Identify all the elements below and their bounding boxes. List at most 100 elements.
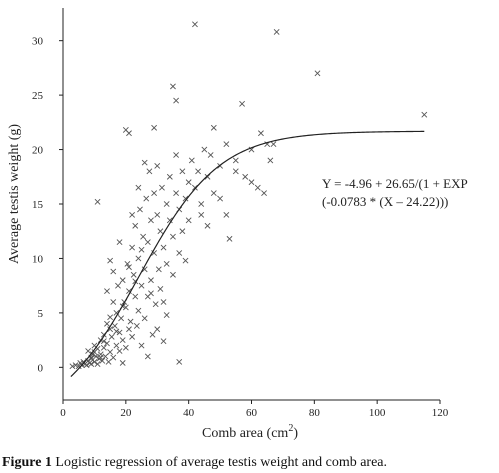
data-point-stroke: [248, 179, 255, 186]
data-point-stroke: [149, 331, 156, 338]
data-point: [261, 190, 267, 197]
data-point: [170, 83, 176, 90]
data-point-stroke: [173, 97, 180, 104]
data-point: [154, 162, 161, 169]
data-point: [146, 168, 153, 175]
data-point: [104, 288, 110, 295]
data-point: [102, 353, 109, 360]
ticks: 0 20 40 60 80 100 120 0 5 10 15 20 25 30: [32, 36, 449, 419]
data-point-stroke: [210, 190, 217, 197]
data-point: [195, 168, 202, 175]
data-point: [107, 349, 114, 356]
data-point: [85, 348, 92, 354]
data-point-stroke: [129, 333, 136, 340]
data-point: [94, 198, 101, 205]
data-point: [122, 344, 129, 351]
data-point: [204, 222, 211, 229]
data-point-stroke: [170, 233, 176, 240]
data-point: [163, 312, 170, 318]
data-point-stroke: [110, 354, 117, 361]
data-point-stroke: [141, 159, 148, 166]
data-point: [163, 201, 170, 207]
data-point: [141, 266, 148, 273]
data-point-stroke: [126, 264, 132, 271]
data-point-stroke: [107, 257, 114, 264]
data-point-stroke: [72, 362, 79, 369]
data-point-stroke: [111, 323, 118, 329]
data-point-stroke: [254, 184, 261, 191]
data-point-stroke: [141, 315, 148, 322]
y-tick-label: 0: [38, 362, 44, 374]
data-point: [110, 268, 117, 275]
data-point: [157, 228, 164, 235]
data-point-stroke: [232, 157, 239, 164]
data-point-stroke: [69, 363, 76, 370]
data-point: [159, 184, 165, 191]
data-point-stroke: [94, 361, 101, 367]
data-point: [130, 271, 137, 278]
data-point-stroke: [176, 250, 183, 256]
data-point-stroke: [170, 83, 176, 90]
data-point-stroke: [314, 70, 321, 77]
data-point: [149, 331, 156, 338]
y-tick-label: 25: [32, 90, 44, 102]
data-point-stroke: [188, 157, 195, 164]
data-point-stroke: [204, 222, 211, 229]
data-point: [94, 361, 101, 367]
data-point-stroke: [157, 286, 164, 292]
data-point: [113, 309, 120, 316]
y-tick-label: 15: [32, 199, 44, 211]
data-point-stroke: [93, 353, 99, 360]
data-point: [185, 217, 192, 224]
data-point-stroke: [185, 217, 192, 224]
data-point-stroke: [141, 266, 148, 273]
data-point: [267, 157, 274, 164]
data-point-stroke: [182, 195, 189, 202]
data-point-stroke: [88, 355, 95, 362]
data-point: [132, 293, 139, 300]
data-point-stroke: [116, 329, 123, 336]
data-point-stroke: [100, 338, 107, 345]
data-point-stroke: [163, 260, 170, 267]
data-point: [207, 152, 214, 158]
data-point-stroke: [148, 290, 154, 297]
data-point: [75, 363, 82, 370]
data-point-stroke: [151, 124, 158, 131]
data-point: [138, 342, 145, 349]
data-point-stroke: [135, 307, 142, 314]
data-point-stroke: [110, 299, 117, 305]
data-point: [133, 323, 140, 329]
data-point-stroke: [176, 358, 183, 365]
data-point: [421, 111, 428, 118]
x-tick-label: 120: [432, 407, 449, 419]
data-point-stroke: [130, 271, 137, 278]
data-point: [210, 124, 217, 131]
data-point: [129, 211, 136, 218]
data-point-stroke: [91, 358, 98, 365]
data-point: [176, 250, 183, 256]
data-point-stroke: [132, 293, 139, 300]
data-point: [270, 141, 277, 148]
data-point: [198, 201, 205, 207]
data-point: [223, 211, 230, 218]
data-point: [242, 173, 249, 180]
data-point-stroke: [107, 314, 114, 321]
data-point-stroke: [195, 168, 202, 175]
data-point-stroke: [126, 288, 132, 295]
data-point: [99, 357, 106, 364]
data-point-stroke: [91, 342, 98, 349]
data-point: [126, 326, 132, 333]
data-point: [93, 353, 99, 360]
y-tick-label: 10: [32, 253, 44, 265]
data-point: [108, 333, 115, 340]
data-point: [135, 307, 142, 314]
y-axis-label: Average testis weight (g): [7, 124, 22, 264]
data-point-stroke: [166, 217, 173, 224]
x-tick-label: 100: [369, 407, 386, 419]
data-point-stroke: [140, 233, 147, 240]
data-point-stroke: [104, 288, 110, 295]
data-point-stroke: [151, 250, 158, 256]
data-point: [118, 315, 125, 322]
data-point-stroke: [94, 198, 101, 205]
